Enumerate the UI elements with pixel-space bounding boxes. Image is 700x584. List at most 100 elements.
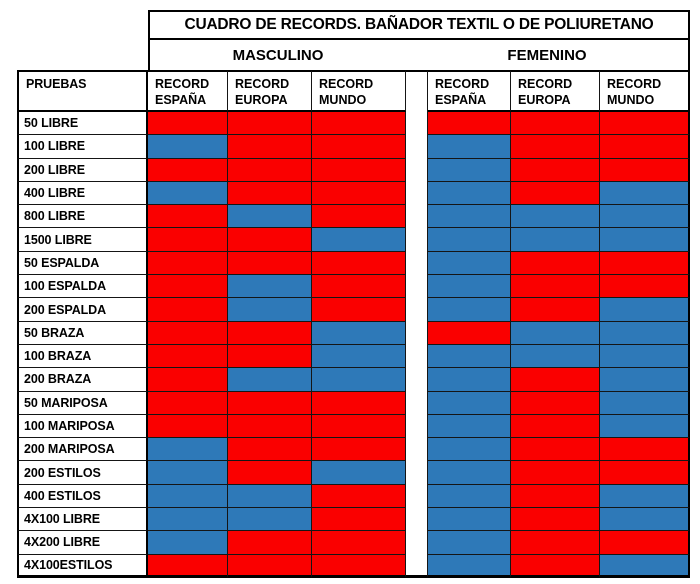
cell-masculino-espana [148, 391, 228, 415]
row-label: 200 LIBRE [17, 158, 148, 182]
gap-column [406, 508, 428, 532]
cell-femenino-espana [428, 298, 511, 322]
cell-femenino-europa [511, 508, 600, 532]
cell-femenino-espana [428, 251, 511, 276]
cell-masculino-europa [228, 158, 312, 182]
gap-column [406, 135, 428, 159]
row-label: 200 ESPALDA [17, 298, 148, 322]
cell-masculino-mundo [312, 181, 406, 206]
cell-masculino-europa [228, 112, 312, 136]
cell-femenino-europa [511, 251, 600, 276]
gap-column [406, 391, 428, 415]
cell-femenino-europa [511, 112, 600, 136]
cell-femenino-mundo [600, 205, 690, 229]
cell-femenino-europa [511, 414, 600, 439]
cell-femenino-mundo [600, 531, 690, 555]
cell-femenino-mundo [600, 251, 690, 276]
cell-femenino-espana [428, 181, 511, 206]
cell-masculino-espana [148, 484, 228, 509]
cell-femenino-europa [511, 461, 600, 485]
cell-masculino-europa [228, 484, 312, 509]
cell-masculino-espana [148, 112, 228, 136]
header-line-espana: ESPAÑA [435, 93, 487, 107]
cell-femenino-europa [511, 135, 600, 159]
cell-masculino-espana [148, 298, 228, 322]
cell-femenino-mundo [600, 438, 690, 462]
cell-masculino-espana [148, 414, 228, 439]
cell-masculino-espana [148, 251, 228, 276]
cell-femenino-mundo [600, 391, 690, 415]
cell-masculino-europa [228, 298, 312, 322]
cell-femenino-europa [511, 321, 600, 345]
row-label: 200 BRAZA [17, 368, 148, 392]
cell-masculino-mundo [312, 391, 406, 415]
cell-femenino-europa [511, 484, 600, 509]
header-line-record: RECORD [235, 77, 290, 91]
header-line-record: RECORD [155, 77, 210, 91]
cell-masculino-mundo [312, 158, 406, 182]
gap-column [406, 275, 428, 299]
header-line-record: RECORD [319, 77, 374, 91]
cell-femenino-mundo [600, 368, 690, 392]
cell-femenino-europa [511, 181, 600, 206]
cell-femenino-europa [511, 158, 600, 182]
row-label: 4X100 LIBRE [17, 508, 148, 532]
cell-femenino-europa [511, 228, 600, 252]
cell-femenino-espana [428, 228, 511, 252]
cell-femenino-espana [428, 135, 511, 159]
cell-femenino-espana [428, 414, 511, 439]
cell-masculino-europa [228, 228, 312, 252]
row-label: 100 LIBRE [17, 135, 148, 159]
header-line-record: RECORD [607, 77, 662, 91]
cell-masculino-mundo [312, 508, 406, 532]
cell-masculino-europa [228, 438, 312, 462]
cell-femenino-europa [511, 391, 600, 415]
gap-column [406, 298, 428, 322]
cell-masculino-mundo [312, 112, 406, 136]
cell-masculino-espana [148, 438, 228, 462]
cell-masculino-espana [148, 181, 228, 206]
cell-femenino-mundo [600, 275, 690, 299]
header-line-europa: EUROPA [518, 93, 571, 107]
row-label: 50 ESPALDA [17, 251, 148, 276]
cell-femenino-espana [428, 321, 511, 345]
cell-masculino-europa [228, 275, 312, 299]
margin-corner [17, 10, 148, 70]
row-label: 50 LIBRE [17, 112, 148, 136]
gap-column-header [406, 70, 428, 112]
cell-femenino-mundo [600, 554, 690, 578]
row-label: 4X200 LIBRE [17, 531, 148, 555]
column-header-record-espana-masculino: RECORD ESPAÑA [148, 70, 228, 112]
cell-masculino-europa [228, 251, 312, 276]
cell-femenino-europa [511, 438, 600, 462]
column-header-record-mundo-masculino: RECORD MUNDO [312, 70, 406, 112]
cell-masculino-europa [228, 344, 312, 369]
cell-femenino-espana [428, 554, 511, 578]
cell-masculino-espana [148, 158, 228, 182]
column-header-record-mundo-femenino: RECORD MUNDO [600, 70, 690, 112]
gap-column [406, 228, 428, 252]
row-label: 1500 LIBRE [17, 228, 148, 252]
cell-femenino-espana [428, 484, 511, 509]
cell-femenino-espana [428, 391, 511, 415]
gap-column [406, 531, 428, 555]
header-line-record: RECORD [518, 77, 573, 91]
cell-masculino-europa [228, 414, 312, 439]
column-header-pruebas: PRUEBAS [17, 70, 148, 112]
row-label: 50 MARIPOSA [17, 391, 148, 415]
cell-femenino-europa [511, 205, 600, 229]
gap-column [406, 414, 428, 439]
cell-femenino-europa [511, 298, 600, 322]
header-line-record: RECORD [435, 77, 490, 91]
cell-femenino-mundo [600, 461, 690, 485]
gap-column [406, 205, 428, 229]
cell-masculino-espana [148, 368, 228, 392]
cell-masculino-europa [228, 508, 312, 532]
group-header-femenino: FEMENINO [406, 40, 690, 70]
cell-masculino-espana [148, 321, 228, 345]
gap-column [406, 251, 428, 276]
cell-masculino-europa [228, 391, 312, 415]
cell-femenino-espana [428, 438, 511, 462]
cell-femenino-europa [511, 344, 600, 369]
